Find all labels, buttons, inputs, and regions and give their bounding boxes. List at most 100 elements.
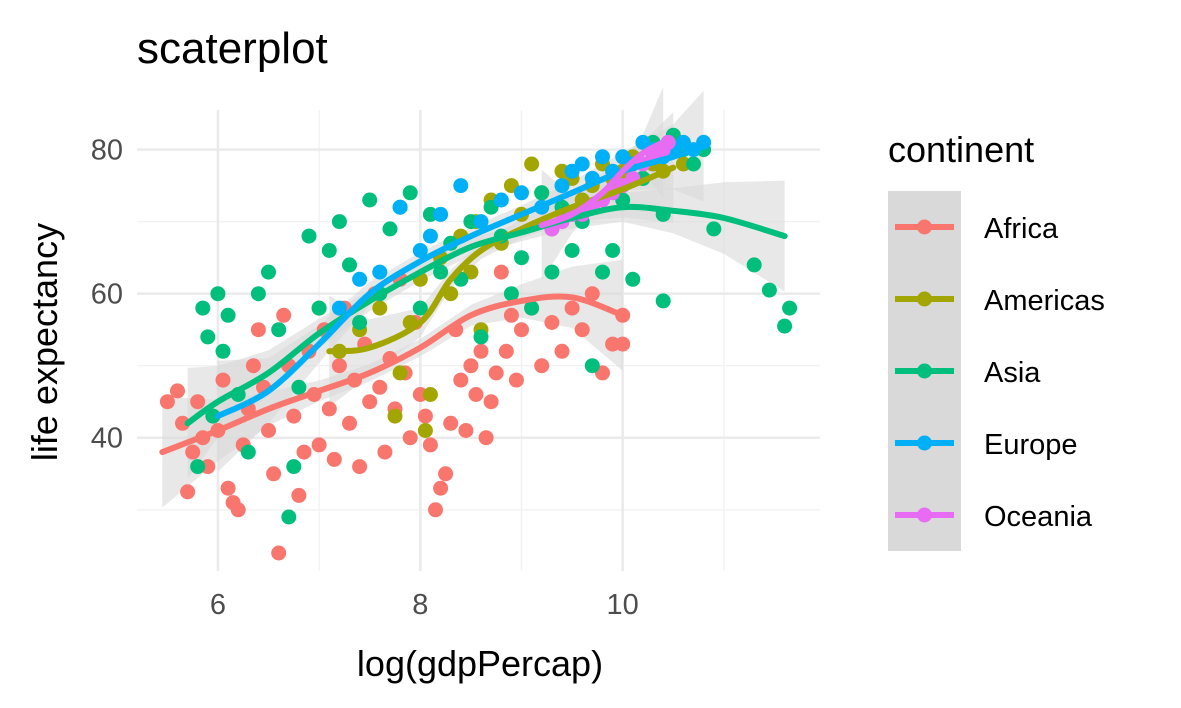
data-point-americas [392,365,408,381]
data-point-asia [215,343,231,359]
data-point-europe [514,185,529,201]
tick-labels: 6 8 10 40 60 80 [91,135,639,621]
y-axis-title: life expectancy [24,223,65,461]
data-point-asia [777,318,793,334]
data-point-africa [286,408,302,424]
data-point-africa [352,459,368,475]
data-point-africa [342,415,357,431]
data-point-europe [473,214,489,230]
data-point-africa [503,307,519,323]
data-point-africa [250,322,266,338]
data-point-asia [281,509,297,525]
data-point-americas [443,286,459,302]
y-tick-label: 80 [91,135,123,167]
legend-items: Africa Americas Asia Europe Oceania [888,191,1105,551]
data-point-africa [498,343,514,359]
data-point-africa [175,415,190,431]
data-point-africa [296,444,312,460]
data-point-asia [782,300,798,316]
legend-item-asia: Asia [895,357,1041,389]
data-point-asia [321,243,337,258]
data-point-africa [564,300,580,316]
data-point-africa [215,372,231,388]
x-tick-label: 10 [607,589,639,621]
data-point-asia [686,156,701,172]
legend-label-africa: Africa [984,213,1059,245]
data-point-asia [412,300,428,316]
legend-title: continent [888,129,1034,170]
data-point-asia [382,221,398,237]
data-point-asia [524,300,540,316]
data-point-africa [483,394,499,410]
data-point-europe [331,300,347,316]
legend-point-europe [917,435,932,451]
data-point-europe [392,199,408,215]
data-point-americas [422,387,438,402]
data-point-africa [185,444,201,460]
x-axis-title: log(gdpPercap) [357,643,603,684]
data-point-africa [220,480,236,496]
data-point-africa [443,415,459,431]
data-point-africa [362,394,378,410]
data-point-africa [291,487,307,503]
data-point-asia [655,293,671,309]
data-point-europe [554,178,570,194]
data-point-asia [331,214,347,230]
data-point-europe [574,156,590,172]
data-point-asia [200,329,216,345]
data-point-africa [463,358,479,374]
data-point-africa [271,545,287,561]
data-point-oceania [660,134,676,150]
legend-point-asia [917,363,932,379]
x-tick-label: 8 [412,589,428,621]
legend-point-africa [917,219,932,235]
data-point-africa [311,437,327,453]
data-point-africa [554,343,570,359]
legend-item-oceania: Oceania [895,501,1093,533]
legend: continent Africa Americas Asia Europe Oceani… [888,129,1105,551]
data-point-americas [387,408,403,424]
data-point-africa [326,451,342,467]
data-point-africa [493,264,509,280]
confidence-band-oceania [541,86,664,281]
data-point-africa [190,394,206,410]
trend-line-americas [326,164,677,355]
data-point-americas [372,300,388,316]
trend-line-europe [214,143,707,420]
data-point-africa [331,358,347,374]
data-point-asia [190,459,206,475]
data-point-africa [468,387,484,402]
trend-line-oceania [538,139,667,229]
data-point-africa [402,430,418,446]
data-point-africa [372,379,388,395]
data-point-africa [478,430,494,446]
data-point-asia [301,228,317,244]
scatter-points [159,127,798,561]
data-point-asia [595,264,610,280]
data-point-americas [524,156,540,172]
data-point-africa [377,444,393,460]
data-point-europe [453,178,469,194]
data-point-africa [261,423,276,438]
data-point-asia [746,257,762,273]
legend-item-europe: Europe [895,429,1078,461]
data-point-africa [508,372,524,388]
data-point-europe [595,149,610,165]
data-point-europe [412,243,428,258]
data-point-asia [210,286,226,302]
data-point-africa [433,480,449,496]
legend-item-africa: Africa [895,213,1059,245]
data-point-africa [245,358,261,374]
data-point-africa [584,286,600,302]
data-point-asia [503,286,519,302]
legend-label-asia: Asia [984,357,1041,389]
data-point-asia [564,243,580,258]
data-point-africa [453,372,469,388]
data-point-africa [321,401,337,417]
data-point-asia [514,250,529,266]
data-point-asia [534,185,550,201]
data-point-asia [473,329,489,345]
data-point-africa [574,322,590,338]
